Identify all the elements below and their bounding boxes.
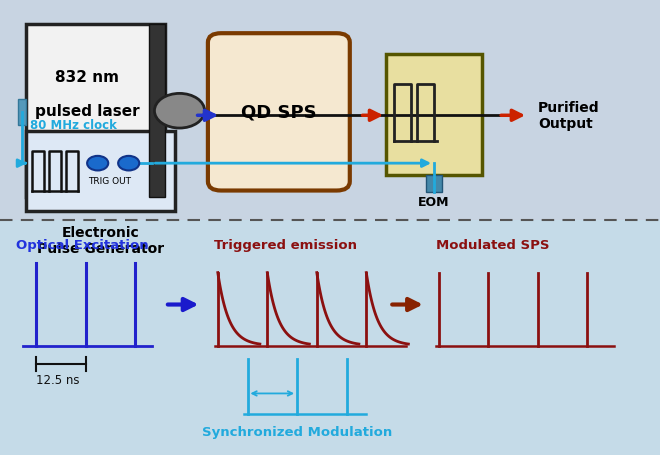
FancyBboxPatch shape bbox=[26, 25, 165, 198]
FancyBboxPatch shape bbox=[208, 34, 350, 191]
Text: Purified
Output: Purified Output bbox=[538, 101, 599, 131]
FancyBboxPatch shape bbox=[426, 175, 442, 192]
FancyBboxPatch shape bbox=[0, 221, 660, 455]
Text: EOM: EOM bbox=[418, 196, 449, 209]
Text: Electronic
Pulse Generator: Electronic Pulse Generator bbox=[37, 225, 164, 255]
FancyBboxPatch shape bbox=[26, 132, 175, 212]
FancyBboxPatch shape bbox=[0, 0, 660, 221]
Circle shape bbox=[118, 157, 139, 171]
Text: TRIG OUT: TRIG OUT bbox=[88, 177, 131, 186]
Circle shape bbox=[154, 94, 205, 129]
Text: Optical Excitation: Optical Excitation bbox=[16, 239, 149, 252]
Text: QD SPS: QD SPS bbox=[241, 104, 317, 121]
FancyBboxPatch shape bbox=[386, 55, 482, 175]
FancyBboxPatch shape bbox=[148, 25, 165, 198]
Text: Synchronized Modulation: Synchronized Modulation bbox=[202, 425, 392, 439]
Text: 832 nm: 832 nm bbox=[55, 70, 119, 84]
Text: 80 MHz clock: 80 MHz clock bbox=[30, 119, 117, 132]
Text: pulsed laser: pulsed laser bbox=[35, 104, 140, 119]
FancyBboxPatch shape bbox=[18, 99, 26, 125]
Circle shape bbox=[87, 157, 108, 171]
Text: Triggered emission: Triggered emission bbox=[214, 239, 358, 252]
Text: 12.5 ns: 12.5 ns bbox=[36, 373, 80, 386]
Text: Modulated SPS: Modulated SPS bbox=[436, 239, 549, 252]
